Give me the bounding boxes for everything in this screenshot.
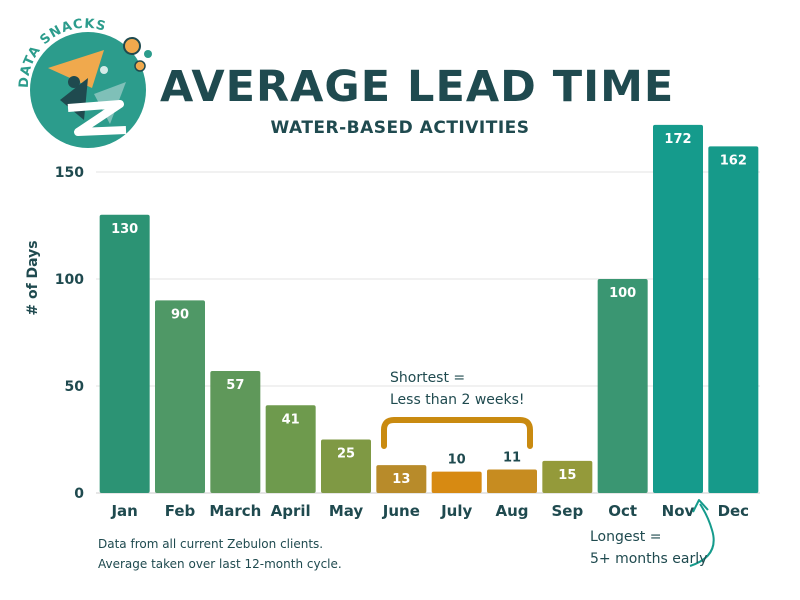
y-tick-label: 100 <box>55 272 84 288</box>
bar-value-label: 25 <box>337 447 355 462</box>
bar-value-label: 13 <box>392 472 410 487</box>
y-tick-label: 150 <box>55 165 84 181</box>
longest-arrowhead <box>692 499 709 513</box>
y-tick-label: 0 <box>74 486 84 502</box>
footnote-line2: Average taken over last 12-month cycle. <box>98 557 342 571</box>
bar-june <box>376 465 427 493</box>
y-tick-label: 50 <box>65 379 85 395</box>
x-tick-label: Sep <box>551 502 583 520</box>
x-tick-label: April <box>271 502 311 520</box>
x-tick-label: Dec <box>718 502 750 520</box>
bar-aug <box>487 469 537 493</box>
bar-value-label: 15 <box>558 468 576 483</box>
bar-april <box>265 405 316 493</box>
footnote-line1: Data from all current Zebulon clients. <box>98 537 324 551</box>
bar-nov <box>653 124 703 494</box>
longest-callout: Longest = 5+ months early <box>590 526 707 570</box>
x-tick-label: June <box>382 502 420 520</box>
bar-dec <box>708 146 759 493</box>
chart-subtitle: WATER-BASED ACTIVITIES <box>270 118 530 138</box>
x-tick-label: July <box>440 502 472 520</box>
bar-may <box>321 439 371 493</box>
longest-line2: 5+ months early <box>590 551 708 567</box>
shortest-line2: Less than 2 weeks! <box>390 392 525 408</box>
bar-sep <box>542 460 593 493</box>
x-tick-label: Oct <box>608 502 637 520</box>
gridlines <box>96 171 760 494</box>
shortest-bracket <box>381 417 533 449</box>
bar-value-label: 11 <box>503 450 521 465</box>
bar-value-label: 100 <box>609 286 636 301</box>
bars: 130 90 57 41 25 13 10 11 15 100 172 162 <box>99 124 759 494</box>
bar-march <box>210 371 261 493</box>
data-snacks-logo: DATA SNACKS <box>17 17 152 148</box>
bar-value-label: 172 <box>664 132 691 147</box>
x-tick-label: March <box>209 502 261 520</box>
chart-title: AVERAGE LEAD TIME <box>160 62 675 112</box>
bar-value-label: 162 <box>720 153 747 168</box>
x-tick-label: Nov <box>662 502 695 520</box>
x-tick-labels: Jan Feb March April May June July Aug Sep Oct Nov D… <box>110 502 749 520</box>
x-tick-label: Jan <box>110 502 137 520</box>
bar-value-label: 10 <box>448 453 466 468</box>
bar-jan <box>99 214 150 494</box>
y-axis-label: # of Days <box>25 240 41 315</box>
shortest-line1: Shortest = <box>390 370 466 386</box>
footnote: Data from all current Zebulon clients. A… <box>98 534 342 574</box>
longest-line1: Longest = <box>590 529 662 545</box>
bar-value-label: 41 <box>282 412 300 427</box>
x-tick-label: May <box>329 502 364 520</box>
bar-value-label: 90 <box>171 307 189 322</box>
bar-value-label: 130 <box>111 222 138 237</box>
shortest-callout: Shortest = Less than 2 weeks! <box>390 367 525 411</box>
bar-value-label: 57 <box>226 378 244 393</box>
y-tick-labels: 0 50 100 150 <box>55 165 84 502</box>
bar-july <box>431 471 482 493</box>
x-tick-label: Aug <box>495 502 528 520</box>
x-tick-label: Feb <box>165 502 196 520</box>
longest-arrow <box>689 503 715 567</box>
bar-oct <box>597 279 648 493</box>
bar-feb <box>155 300 205 493</box>
